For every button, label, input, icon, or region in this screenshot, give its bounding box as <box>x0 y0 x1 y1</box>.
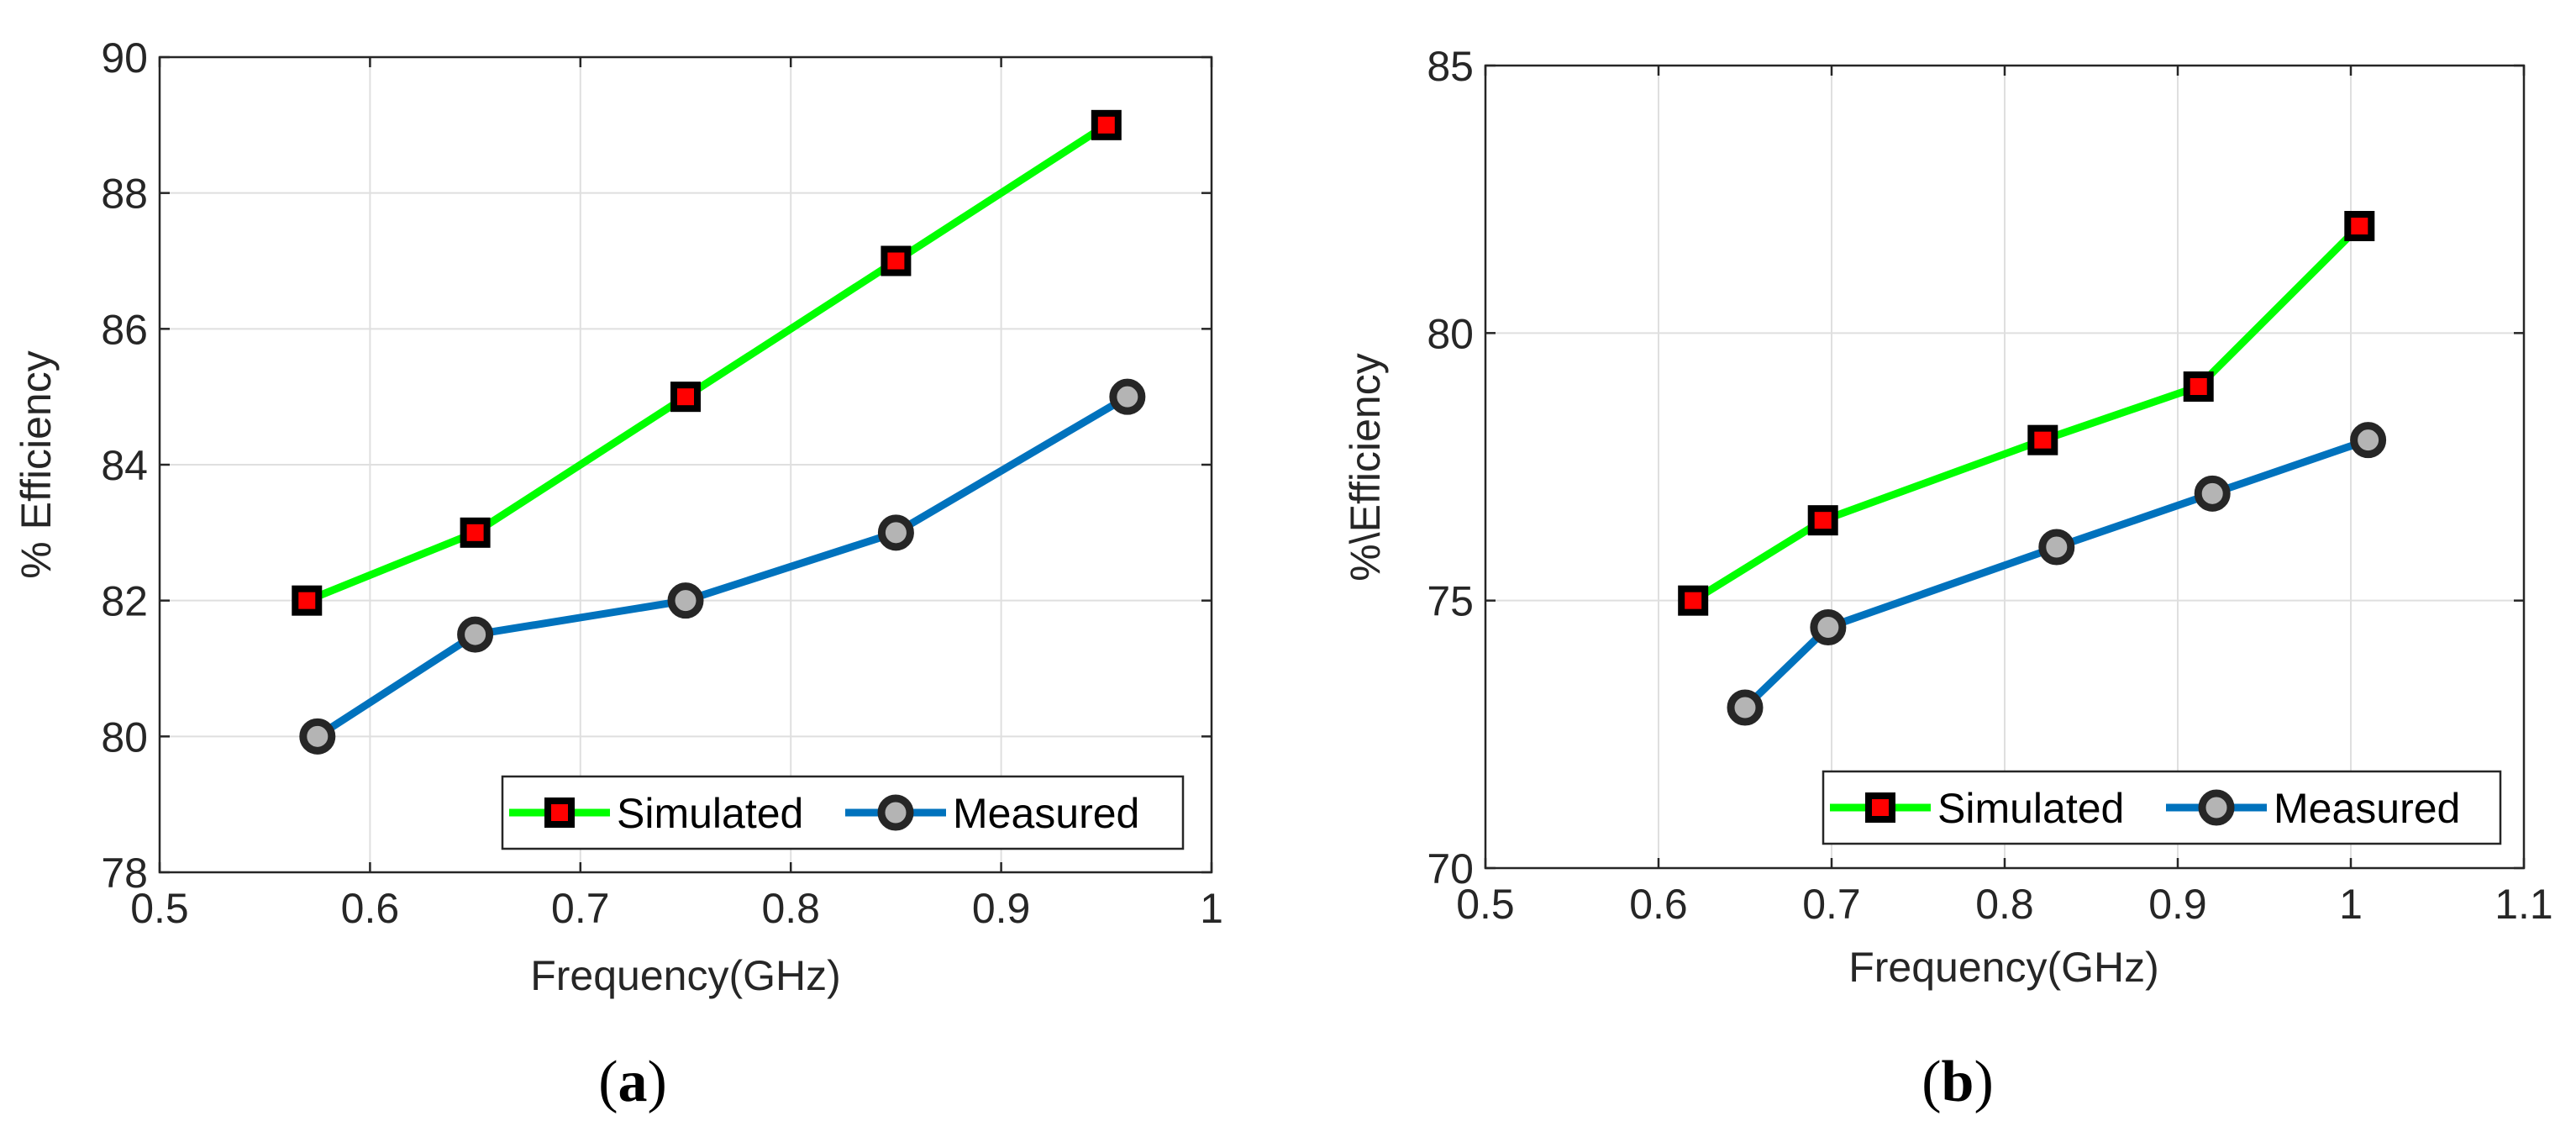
x-tick-label: 0.7 <box>1802 881 1861 928</box>
data-point-simulated <box>292 585 323 616</box>
caption-letter: b <box>1942 1050 1974 1114</box>
y-axis-label: %\Efficiency <box>1342 353 1389 581</box>
data-point-measured <box>1727 689 1764 726</box>
y-tick-label: 85 <box>1427 43 1474 90</box>
data-point-measured <box>2038 529 2075 566</box>
chart-a: 0.5 0.6 0.7 0.8 0.9 1 78 80 82 84 86 88 90 Frequency(… <box>13 34 1223 1114</box>
caption-paren-open: ( <box>598 1050 618 1114</box>
x-tick-label: 0.6 <box>341 885 400 932</box>
x-tick-label: 0.9 <box>2148 881 2207 928</box>
legend-label-simulated: Simulated <box>617 790 803 837</box>
y-tick-label: 82 <box>101 578 148 625</box>
y-tick-label: 80 <box>101 713 148 761</box>
data-point-simulated <box>2183 371 2214 402</box>
x-tick-label: 0.7 <box>551 885 610 932</box>
caption-letter: a <box>618 1050 648 1114</box>
legend-box <box>1822 770 2502 845</box>
y-tick-label: 78 <box>101 850 148 897</box>
data-point-simulated <box>460 517 491 548</box>
x-tick-label: 0.5 <box>130 885 189 932</box>
y-tick-label: 86 <box>101 306 148 353</box>
data-point-simulated <box>670 382 701 413</box>
x-tick-label: 0.8 <box>761 885 820 932</box>
data-point-simulated <box>1807 505 1838 536</box>
data-point-measured <box>299 718 336 755</box>
caption-paren-open: ( <box>1921 1050 1941 1114</box>
legend-marker-simulated <box>1865 792 1895 823</box>
y-tick-label: 84 <box>101 442 148 489</box>
x-tick-label: 1 <box>1200 885 1223 932</box>
y-tick-label: 75 <box>1427 578 1474 625</box>
data-point-simulated <box>1678 585 1709 616</box>
x-tick-label: 0.9 <box>972 885 1031 932</box>
data-point-measured <box>1810 609 1847 645</box>
y-axis-label: % Efficiency <box>13 350 60 578</box>
legend-marker-simulated <box>544 797 575 828</box>
data-point-simulated <box>1091 109 1122 140</box>
data-point-simulated <box>2027 424 2058 455</box>
y-tick-label: 88 <box>101 171 148 218</box>
y-tick-label: 70 <box>1427 845 1474 892</box>
data-point-measured <box>2350 422 2387 459</box>
y-tick-label: 90 <box>101 34 148 82</box>
x-tick-label: 0.8 <box>1975 881 2034 928</box>
legend-marker-measured <box>877 794 914 831</box>
chart-b: 0.5 0.6 0.7 0.8 0.9 1 1.1 70 75 80 85 Frequency(GHz… <box>1342 43 2553 1114</box>
legend-marker-measured <box>2198 789 2235 826</box>
legend-label-simulated: Simulated <box>1937 785 2124 832</box>
x-axis-label: Frequency(GHz) <box>530 952 841 999</box>
caption-paren-close: ) <box>648 1050 667 1114</box>
data-point-measured <box>667 582 704 619</box>
data-point-simulated <box>881 245 912 276</box>
y-tick-label: 80 <box>1427 310 1474 357</box>
x-tick-label: 0.6 <box>1629 881 1688 928</box>
data-point-simulated <box>2344 211 2375 241</box>
x-tick-label: 0.5 <box>1456 881 1515 928</box>
data-point-measured <box>1109 378 1146 415</box>
data-point-measured <box>2194 475 2231 512</box>
figure-caption: (b) <box>1921 1050 1994 1114</box>
legend-label-measured: Measured <box>953 790 1139 837</box>
data-point-measured <box>457 616 494 653</box>
x-axis-label: Frequency(GHz) <box>1848 944 2159 991</box>
x-tick-label: 1 <box>2339 881 2363 928</box>
x-tick-label: 1.1 <box>2495 881 2553 928</box>
legend-box <box>501 775 1185 850</box>
figure-caption: (a) <box>598 1050 667 1114</box>
legend-label-measured: Measured <box>2274 785 2460 832</box>
caption-paren-close: ) <box>1974 1050 1993 1114</box>
data-point-measured <box>877 514 914 551</box>
